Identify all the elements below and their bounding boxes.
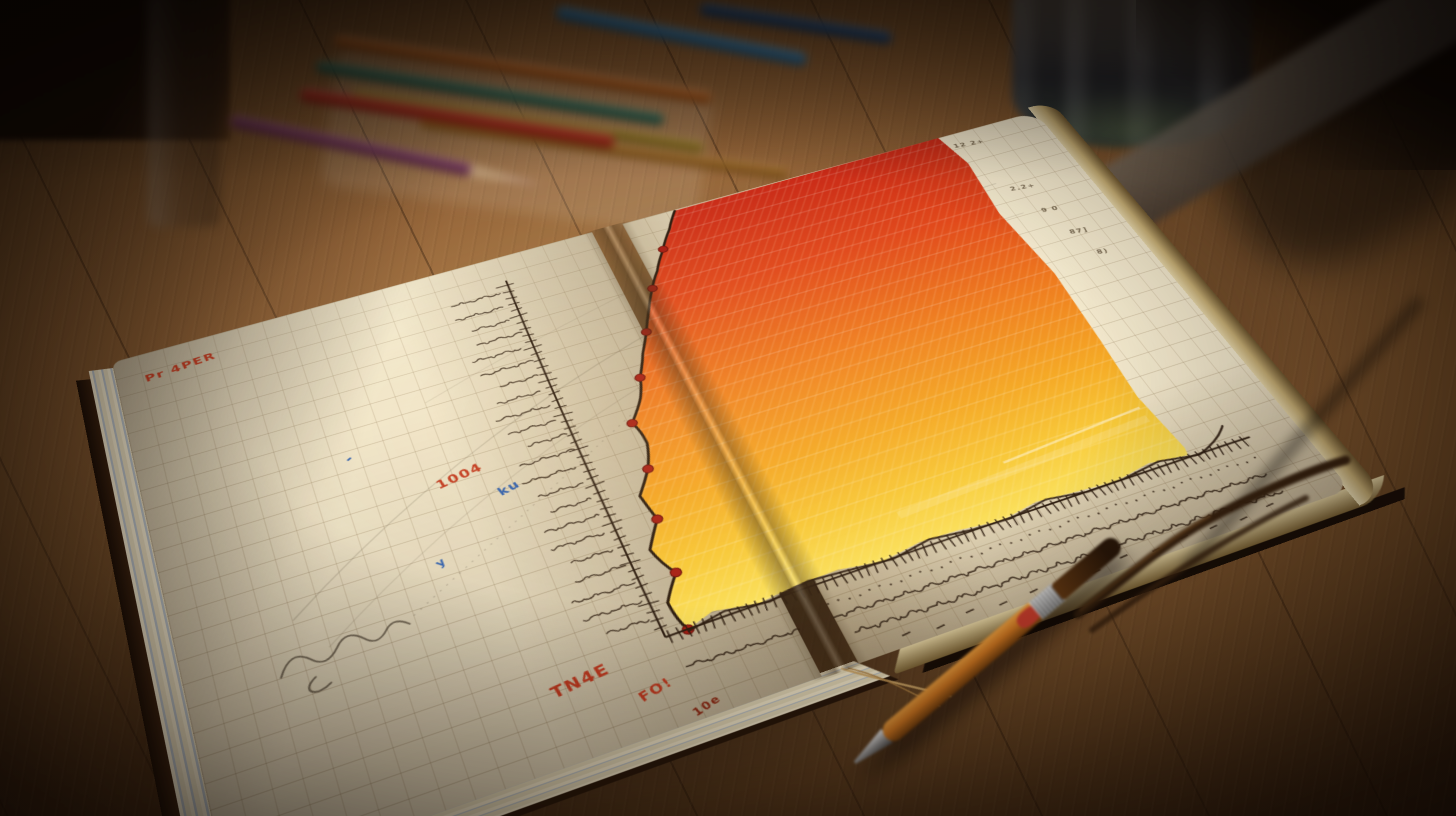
photo-scene: Pr 4PER1004kuy-TN4EFO!10e12 2+2.2+9 087]… bbox=[0, 0, 1456, 816]
lamp-glow bbox=[0, 0, 1456, 816]
